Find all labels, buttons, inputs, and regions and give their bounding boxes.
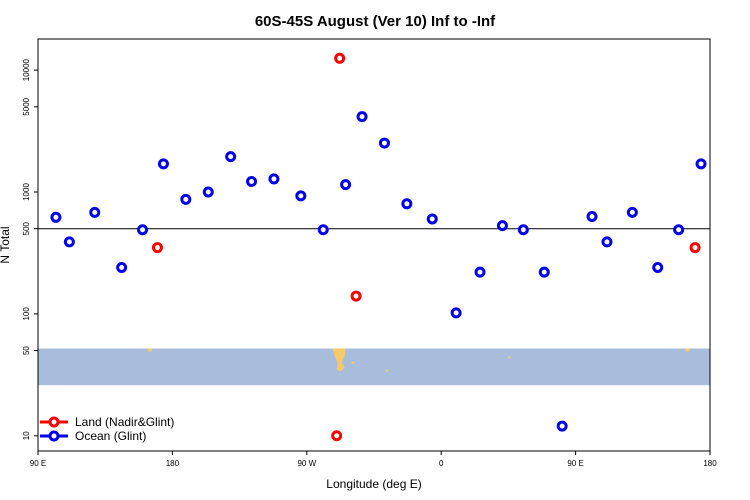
- y-tick-label: 5000: [22, 97, 31, 115]
- x-axis-ticks: 90 E 180 90 W 0 90 E 180: [30, 451, 717, 468]
- legend-ocean-label: Ocean (Glint): [75, 429, 146, 443]
- land-point: [331, 430, 343, 442]
- legend-ocean-marker: [48, 430, 60, 442]
- ocean-point: [517, 224, 529, 236]
- ocean-point: [63, 236, 75, 248]
- map-land-south-georgia: [385, 369, 388, 372]
- map-ocean-band: [38, 348, 710, 386]
- y-tick-label: 1000: [22, 183, 31, 201]
- ocean-point: [474, 266, 486, 278]
- x-tick-label: 180: [166, 459, 180, 468]
- ocean-point: [538, 266, 550, 278]
- legend: Land (Nadir&Glint) Ocean (Glint): [40, 415, 174, 443]
- ocean-point: [601, 236, 613, 248]
- land-point: [689, 242, 701, 254]
- y-tick-label: 50: [22, 346, 31, 355]
- ocean-point: [137, 224, 149, 236]
- map-strip: [38, 348, 710, 386]
- ocean-point: [246, 175, 258, 187]
- ocean-point: [401, 198, 413, 210]
- ocean-point: [496, 220, 508, 232]
- y-tick-label: 100: [22, 307, 31, 321]
- land-point: [334, 52, 346, 64]
- x-tick-label: 90 E: [567, 459, 583, 468]
- chart-title: 60S-45S August (Ver 10) Inf to -Inf: [255, 13, 496, 30]
- ocean-point: [426, 213, 438, 225]
- ocean-point: [89, 206, 101, 218]
- data-points: [50, 52, 707, 442]
- ocean-point: [268, 173, 280, 185]
- y-tick-label: 10000: [22, 58, 31, 81]
- x-tick-label: 180: [703, 459, 717, 468]
- map-land-island: [508, 356, 511, 359]
- ocean-point: [586, 210, 598, 222]
- map-land-new-zealand: [685, 348, 690, 352]
- ocean-point: [652, 262, 664, 274]
- ocean-point: [202, 186, 214, 198]
- x-tick-label: 0: [439, 459, 444, 468]
- x-axis-label: Longitude (deg E): [326, 477, 421, 491]
- y-axis-label: N Total: [0, 226, 12, 263]
- ocean-point: [180, 193, 192, 205]
- ocean-point: [556, 420, 568, 432]
- ocean-point: [356, 111, 368, 123]
- ocean-point: [317, 224, 329, 236]
- ocean-point: [378, 137, 390, 149]
- x-tick-label: 90 W: [297, 459, 316, 468]
- ocean-point: [450, 307, 462, 319]
- y-tick-label: 500: [22, 221, 31, 235]
- x-tick-label: 90 E: [30, 459, 46, 468]
- plot-frame: [37, 38, 711, 452]
- legend-land-label: Land (Nadir&Glint): [75, 415, 174, 429]
- ocean-point: [295, 190, 307, 202]
- ocean-point: [626, 206, 638, 218]
- y-tick-label: 10: [22, 431, 31, 440]
- ocean-point: [116, 262, 128, 274]
- ocean-point: [340, 179, 352, 191]
- ocean-point: [225, 151, 237, 163]
- ocean-point: [157, 158, 169, 170]
- ocean-point: [673, 224, 685, 236]
- ocean-point: [695, 158, 707, 170]
- map-land-new-zealand: [148, 348, 152, 352]
- land-point: [350, 290, 362, 302]
- y-axis-ticks: 10 50 100 500 1000 5000 10000: [22, 58, 38, 440]
- legend-land-marker: [48, 416, 60, 428]
- land-point: [151, 242, 163, 254]
- map-land-falklands: [351, 361, 355, 364]
- ocean-point: [50, 211, 62, 223]
- map-land-south-america: [332, 348, 346, 372]
